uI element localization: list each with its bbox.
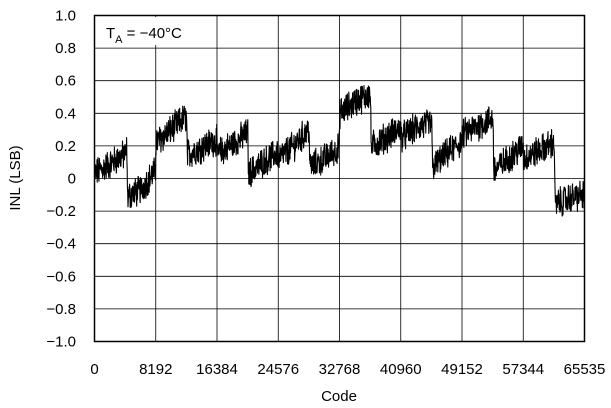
annotation-background (96, 17, 216, 45)
y-axis-label: INL (LSB) (7, 145, 24, 210)
x-tick-label: 57344 (502, 361, 544, 378)
x-tick-label: 40960 (380, 361, 422, 378)
inl-series-line (93, 85, 586, 217)
x-tick-label: 8192 (139, 361, 172, 378)
y-tick-label: −0.6 (46, 268, 76, 285)
y-tick-label: −0.2 (46, 203, 76, 220)
y-tick-label: −1.0 (46, 334, 76, 351)
y-tick-label: 0.2 (55, 138, 76, 155)
x-tick-label: 49152 (441, 361, 483, 378)
y-tick-label: 0 (68, 171, 76, 188)
x-tick-label: 65535 (564, 361, 606, 378)
annotation-subscript: A (115, 34, 123, 46)
y-tick-label: −0.4 (46, 236, 76, 253)
x-axis-label: Code (321, 388, 357, 405)
x-tick-label: 32768 (319, 361, 361, 378)
series-group (93, 85, 586, 217)
y-tick-label: 1.0 (55, 8, 76, 25)
y-tick-label: 0.8 (55, 40, 76, 57)
y-tick-label: 0.6 (55, 73, 76, 90)
y-tick-label: −0.8 (46, 301, 76, 318)
annotation-prefix: T (106, 25, 115, 42)
temperature-annotation: TA = −40°C (106, 25, 182, 46)
x-tick-label: 0 (90, 361, 98, 378)
grid-lines (94, 15, 585, 342)
annotation-suffix: = −40°C (123, 25, 183, 42)
y-tick-labels: 1.0 0.8 0.6 0.4 0.2 0 −0.2 −0.4 −0.6 −0.8 −1.0 (46, 8, 76, 351)
x-tick-label: 16384 (196, 361, 238, 378)
annotation-box: TA = −40°C (96, 17, 216, 46)
y-tick-label: 0.4 (55, 105, 76, 122)
plot-frame (93, 14, 586, 343)
x-tick-labels: 0 8192 16384 24576 32768 40960 49152 57344 65535 (90, 361, 605, 378)
x-tick-label: 24576 (257, 361, 299, 378)
